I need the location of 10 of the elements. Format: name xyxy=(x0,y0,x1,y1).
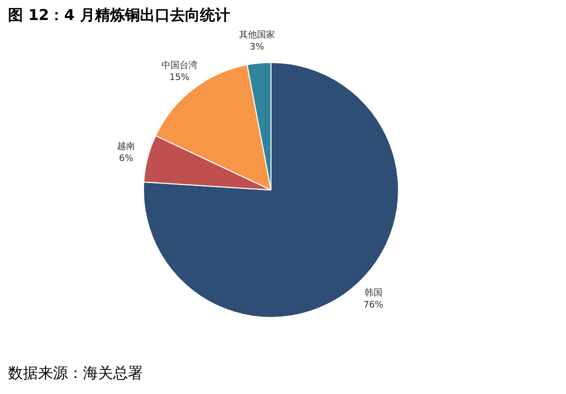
slice-label: 越南 xyxy=(117,141,136,152)
source-note: 数据来源：海关总署 xyxy=(8,364,143,383)
data-label: 6% xyxy=(119,154,134,164)
data-label: 15% xyxy=(169,73,190,84)
data-label: 76% xyxy=(363,300,384,310)
chart-title: 图 12：4 月精炼铜出口去向统计 xyxy=(8,6,230,25)
slice-label: 中国台湾 xyxy=(161,60,198,72)
slice-label: 韩国 xyxy=(364,287,382,298)
data-label: 3% xyxy=(250,42,265,53)
slice-label: 其他国家 xyxy=(238,30,275,41)
